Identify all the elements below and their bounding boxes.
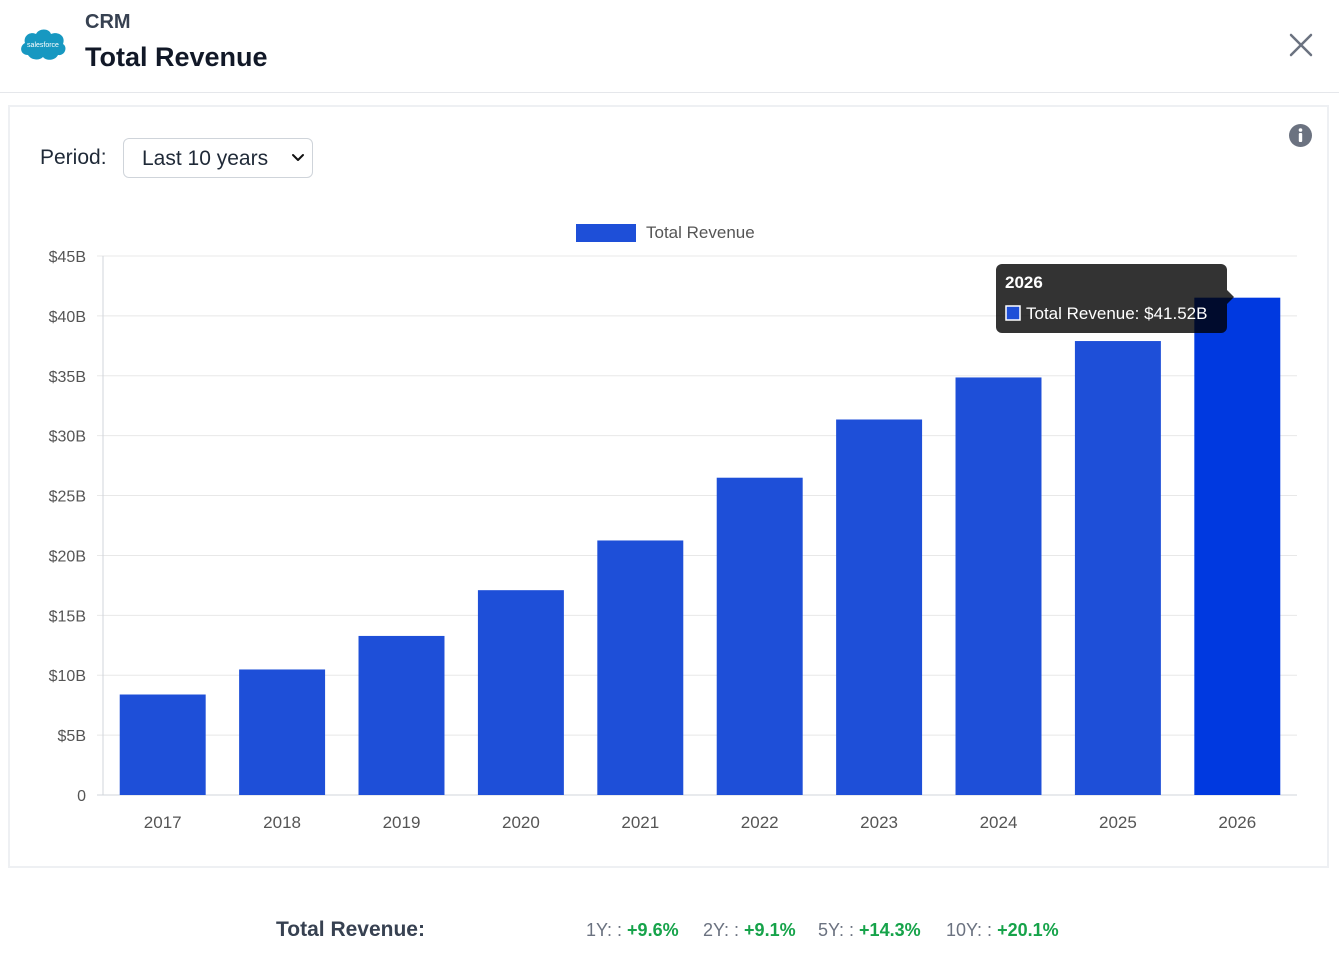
- y-tick-label: $40B: [49, 309, 86, 326]
- tooltip-caret: [1227, 290, 1234, 304]
- page-title: Total Revenue: [85, 42, 268, 72]
- growth-1y-key: 1Y: :: [586, 920, 623, 940]
- chevron-down-icon: [292, 154, 304, 161]
- growth-1y-value: +9.6%: [627, 920, 679, 940]
- tooltip-label: Total Revenue: $41.52B: [1026, 304, 1207, 323]
- bar-2021: [597, 540, 684, 795]
- modal-header: salesforce CRM Total Revenue: [0, 0, 1339, 93]
- footer-label: Total Revenue:: [276, 918, 425, 941]
- period-label: Period:: [40, 146, 107, 169]
- tooltip-title: 2026: [1005, 273, 1043, 292]
- growth-10y: 10Y: : +20.1%: [946, 920, 1059, 941]
- y-tick-label: $45B: [49, 249, 86, 266]
- period-select[interactable]: Last 10 years: [123, 138, 313, 178]
- x-tick-label: 2018: [263, 813, 301, 832]
- growth-2y-key: 2Y: :: [703, 920, 740, 940]
- legend-swatch: [576, 224, 636, 242]
- bar-2018: [239, 669, 326, 795]
- bar-2020: [477, 590, 564, 795]
- bar-2025: [1074, 341, 1161, 795]
- bar-2024: [955, 377, 1042, 795]
- x-tick-label: 2019: [383, 813, 421, 832]
- growth-2y: 2Y: : +9.1%: [703, 920, 796, 941]
- y-tick-label: $20B: [49, 548, 86, 565]
- bar-2023: [836, 419, 923, 795]
- x-tick-label: 2026: [1218, 813, 1256, 832]
- close-icon[interactable]: [1284, 28, 1318, 62]
- bar-2017: [119, 694, 206, 795]
- growth-10y-value: +20.1%: [997, 920, 1059, 940]
- salesforce-logo: salesforce: [21, 29, 66, 60]
- x-tick-label: 2023: [860, 813, 898, 832]
- growth-5y: 5Y: : +14.3%: [818, 920, 921, 941]
- x-tick-label: 2024: [980, 813, 1018, 832]
- growth-10y-key: 10Y: :: [946, 920, 993, 940]
- y-tick-label: $5B: [58, 728, 86, 745]
- bar-2022: [716, 477, 803, 795]
- tooltip-box: [996, 264, 1227, 333]
- y-tick-label: 0: [77, 788, 86, 805]
- y-tick-label: $25B: [49, 489, 86, 506]
- x-tick-label: 2022: [741, 813, 779, 832]
- x-tick-label: 2017: [144, 813, 182, 832]
- y-tick-label: $30B: [49, 429, 86, 446]
- growth-2y-value: +9.1%: [744, 920, 796, 940]
- logo-text: salesforce: [27, 42, 59, 49]
- legend-label: Total Revenue: [646, 223, 755, 242]
- y-tick-label: $10B: [49, 668, 86, 685]
- x-tick-label: 2020: [502, 813, 540, 832]
- period-select-value: Last 10 years: [142, 147, 269, 170]
- x-tick-label: 2025: [1099, 813, 1137, 832]
- bar-2026: [1194, 297, 1281, 795]
- x-tick-label: 2021: [621, 813, 659, 832]
- y-tick-label: $35B: [49, 369, 86, 386]
- info-icon[interactable]: [1288, 123, 1313, 148]
- growth-5y-value: +14.3%: [859, 920, 921, 940]
- growth-5y-key: 5Y: :: [818, 920, 855, 940]
- ticker-symbol: CRM: [85, 11, 131, 33]
- tooltip-swatch: [1005, 305, 1021, 321]
- y-tick-label: $15B: [49, 608, 86, 625]
- bar-2019: [358, 635, 445, 795]
- growth-1y: 1Y: : +9.6%: [586, 920, 679, 941]
